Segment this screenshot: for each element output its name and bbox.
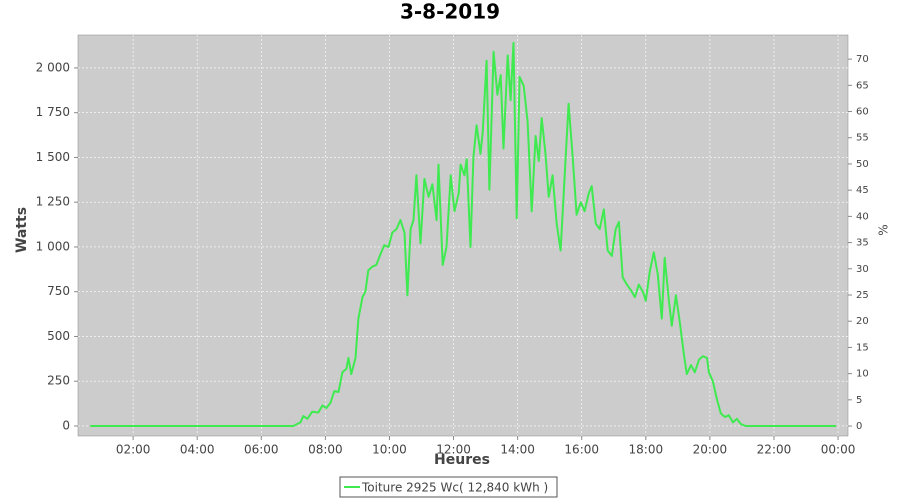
y2-tick-label: 60	[856, 107, 869, 118]
y2-tick-label: 20	[856, 316, 869, 327]
y2-tick-label: 5	[856, 395, 862, 406]
y-tick-label: 500	[47, 329, 70, 343]
y2-tick-label: 0	[856, 421, 862, 432]
x-tick-label: 00:00	[821, 443, 856, 457]
x-tick-label: 14:00	[500, 443, 535, 457]
y2-axis-label: %	[877, 224, 891, 235]
y-tick-label: 250	[47, 374, 70, 388]
y-tick-label: 1 250	[36, 195, 70, 209]
x-tick-label: 20:00	[693, 443, 728, 457]
y2-tick-label: 25	[856, 290, 869, 301]
y2-tick-label: 40	[856, 211, 869, 222]
x-tick-label: 02:00	[116, 443, 151, 457]
y-tick-label: 2 000	[36, 60, 70, 74]
legend-label: Toiture 2925 Wc( 12,840 kWh )	[361, 481, 548, 495]
y-tick-label: 1 750	[36, 105, 70, 119]
y2-tick-label: 10	[856, 369, 869, 380]
y2-tick-label: 35	[856, 238, 869, 249]
y2-tick-label: 50	[856, 159, 869, 170]
x-tick-label: 04:00	[180, 443, 215, 457]
y-tick-label: 0	[62, 418, 70, 432]
plot-area	[77, 34, 849, 437]
y-tick-label: 1 000	[36, 239, 70, 253]
chart-title: 3-8-2019	[400, 0, 500, 24]
x-tick-label: 06:00	[244, 443, 279, 457]
y2-tick-label: 70	[856, 54, 869, 65]
x-axis-label: Heures	[434, 452, 490, 468]
x-tick-label: 18:00	[629, 443, 664, 457]
y2-tick-label: 15	[856, 342, 869, 353]
y2-tick-label: 45	[856, 185, 869, 196]
y-tick-label: 750	[47, 284, 70, 298]
y2-tick-label: 55	[856, 133, 869, 144]
y-tick-label: 1 500	[36, 150, 70, 164]
x-tick-label: 22:00	[757, 443, 792, 457]
legend	[339, 476, 558, 498]
x-tick-label: 10:00	[372, 443, 407, 457]
line-series	[90, 41, 837, 427]
x-tick-label: 16:00	[564, 443, 599, 457]
y2-tick-label: 65	[856, 80, 869, 91]
x-tick-label: 08:00	[308, 443, 343, 457]
y-axis-label: Watts	[14, 207, 30, 253]
x-tick-label: 12:00	[436, 443, 471, 457]
y2-tick-label: 30	[856, 264, 869, 275]
